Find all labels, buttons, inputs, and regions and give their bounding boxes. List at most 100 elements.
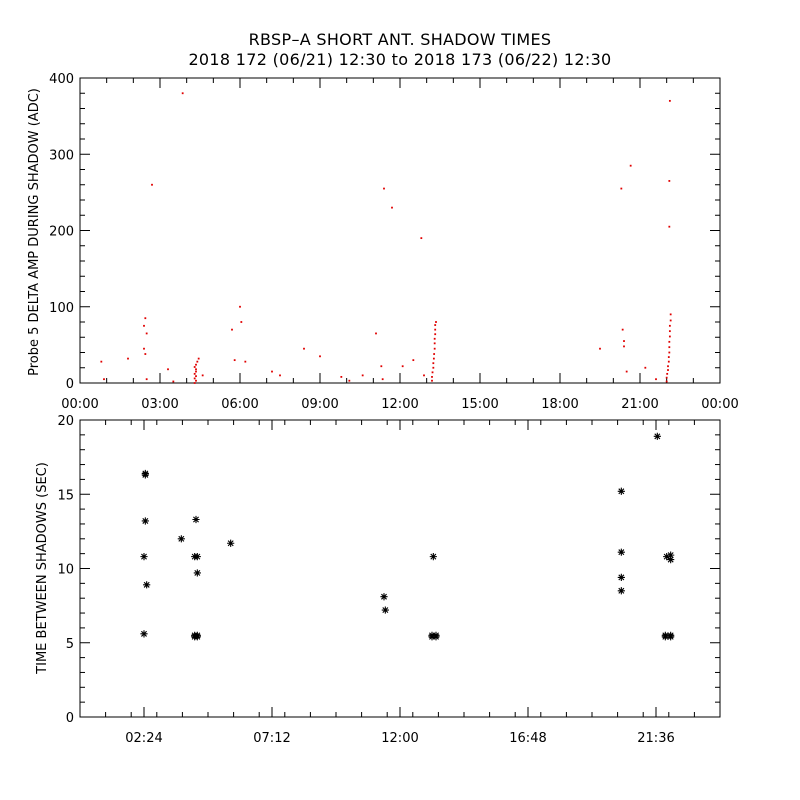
data-point <box>431 371 434 374</box>
tick-marks <box>79 419 721 718</box>
data-point <box>195 363 197 366</box>
data-point <box>668 180 671 182</box>
data-point <box>193 366 196 368</box>
data-point <box>668 225 671 228</box>
data-point <box>433 347 436 350</box>
data-point <box>193 569 201 577</box>
data-point <box>667 555 675 564</box>
data-point <box>319 355 321 358</box>
data-point <box>434 328 437 331</box>
data-point <box>239 305 241 308</box>
data-point <box>433 337 436 340</box>
data-point <box>167 368 169 371</box>
data-point <box>143 581 151 589</box>
data-point <box>144 353 147 355</box>
data-point <box>380 365 383 368</box>
data-point <box>303 347 305 350</box>
data-point <box>233 359 236 362</box>
data-point <box>668 351 671 354</box>
data-point <box>668 340 671 343</box>
chart-title: RBSP–A SHORT ANT. SHADOW TIMES <box>248 30 552 49</box>
data-point <box>617 548 625 556</box>
data-point <box>271 370 273 373</box>
data-point <box>279 374 281 377</box>
data-point <box>432 362 435 365</box>
chart-title-block: RBSP–A SHORT ANT. SHADOW TIMES 2018 172 … <box>0 30 800 70</box>
data-point <box>100 360 103 363</box>
data-point <box>140 553 148 561</box>
y-tick-label: 100 <box>49 301 74 316</box>
data-point <box>667 356 670 358</box>
data-point <box>348 379 351 382</box>
data-point <box>151 183 153 186</box>
data-point <box>127 357 129 360</box>
data-point <box>617 487 625 495</box>
data-point <box>433 353 436 355</box>
data-point <box>193 633 201 641</box>
data-point <box>429 553 437 561</box>
data-point <box>428 633 436 641</box>
data-point <box>666 372 669 375</box>
data-point <box>629 164 632 167</box>
data-point <box>420 237 423 240</box>
data-point <box>143 324 145 327</box>
data-point <box>195 370 197 373</box>
x-tick-label: 12:00 <box>381 397 418 412</box>
data-point <box>144 317 147 320</box>
data-point <box>665 376 668 379</box>
y-tick-label: 5 <box>66 637 74 652</box>
data-point <box>401 365 404 368</box>
data-point <box>391 206 393 209</box>
data-point <box>383 187 385 190</box>
y-tick-label: 300 <box>49 148 74 163</box>
data-point <box>103 378 105 381</box>
data-point <box>375 332 377 335</box>
x-tick-label: 21:00 <box>621 397 658 412</box>
data-point <box>177 535 185 543</box>
data-point <box>431 379 433 382</box>
data-point <box>423 374 425 377</box>
x-tick-label: 21:36 <box>637 731 674 746</box>
data-point <box>196 360 199 363</box>
data-point <box>381 606 389 614</box>
data-point <box>432 357 435 360</box>
data-point <box>361 374 364 377</box>
x-tick-label: 07:12 <box>253 731 290 746</box>
x-tick-label: 06:00 <box>221 397 258 412</box>
data-point <box>193 553 201 561</box>
tick-marks <box>79 77 721 384</box>
data-point <box>145 332 148 335</box>
data-point <box>432 366 435 369</box>
y-tick-label: 20 <box>57 414 74 429</box>
data-point <box>193 372 196 375</box>
data-point <box>617 573 625 582</box>
data-point <box>668 99 671 102</box>
data-point <box>412 359 415 362</box>
data-point <box>434 333 437 336</box>
data-point <box>667 360 670 363</box>
data-point <box>433 342 436 345</box>
y-axis-label-bottom: TIME BETWEEN SHADOWS (SEC) <box>35 462 50 675</box>
data-point <box>434 324 437 326</box>
data-point <box>192 515 200 524</box>
data-point <box>195 379 197 382</box>
y-axis-label-top: Probe 5 DELTA AMP DURING SHADOW (ADC) <box>27 88 42 376</box>
data-point <box>668 324 671 327</box>
y-tick-label: 0 <box>66 711 74 726</box>
data-point <box>380 593 388 601</box>
data-points-top <box>100 92 672 384</box>
data-point <box>653 432 661 440</box>
data-point <box>140 630 148 638</box>
y-tick-label: 10 <box>57 563 74 578</box>
y-tick-label: 200 <box>49 225 74 240</box>
x-tick-label: 09:00 <box>301 397 338 412</box>
data-point <box>381 378 384 381</box>
data-point <box>244 360 247 363</box>
y-tick-label: 15 <box>57 488 74 503</box>
data-point <box>667 551 675 559</box>
data-point <box>621 328 624 331</box>
data-point <box>435 321 437 323</box>
data-point <box>431 376 433 378</box>
data-point <box>195 375 197 378</box>
